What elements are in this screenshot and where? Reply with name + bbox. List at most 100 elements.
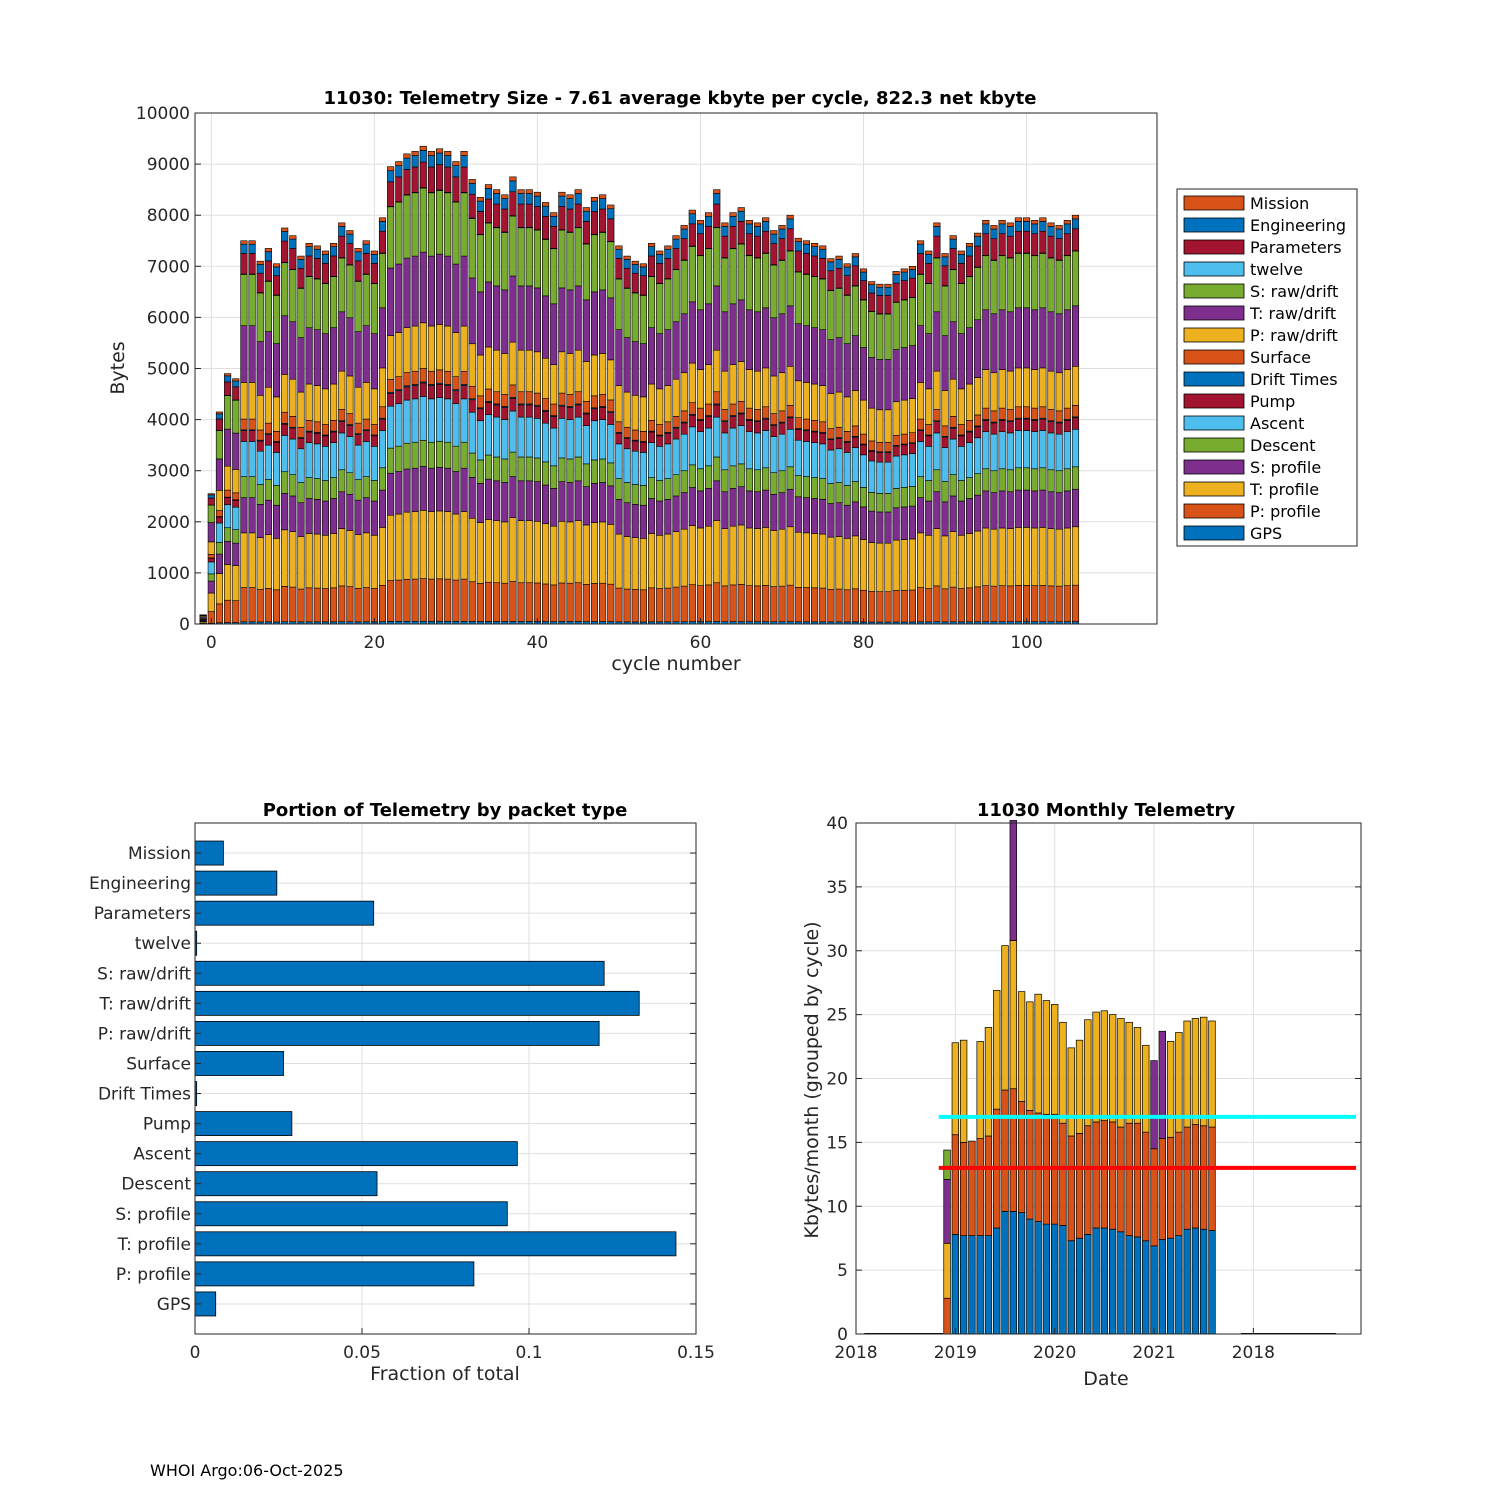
top-bar-segment	[403, 157, 411, 170]
top-bar-segment	[1071, 526, 1080, 586]
top-bar-segment	[460, 385, 468, 400]
top-bar-segment	[297, 588, 305, 623]
top-bar-segment	[664, 587, 672, 623]
top-bar-segment	[1039, 367, 1047, 408]
top-bar-segment	[525, 189, 533, 194]
top-bar-segment	[256, 589, 264, 623]
br-bar-segment	[1191, 1227, 1200, 1335]
top-bar-segment	[1047, 222, 1055, 227]
top-bar-segment	[264, 588, 272, 623]
top-bar-segment	[599, 289, 607, 354]
top-bar-segment	[615, 421, 623, 433]
top-bar-segment	[541, 239, 550, 297]
top-bar-segment	[305, 477, 313, 499]
top-bar-segment	[378, 585, 387, 622]
top-bar-segment	[949, 474, 957, 497]
br-bar-segment	[1158, 1138, 1166, 1240]
top-bar-segment	[827, 503, 835, 538]
top-bar-segment	[525, 520, 533, 584]
top-bar-segment	[941, 501, 949, 537]
top-bar-segment	[802, 441, 811, 477]
top-bar-segment	[297, 448, 305, 483]
top-bar-segment	[313, 443, 321, 479]
top-bar-segment	[1014, 585, 1022, 622]
top-bar-segment	[550, 525, 558, 586]
top-bar-segment	[1014, 221, 1022, 232]
legend-swatch	[1183, 217, 1245, 233]
top-bar-segment	[998, 431, 1006, 470]
legend-swatch	[1183, 503, 1245, 519]
top-bar-segment	[770, 375, 778, 414]
top-bar-segment	[354, 386, 362, 424]
top-bar-segment	[281, 240, 289, 263]
top-bar-segment	[1031, 420, 1039, 433]
top-bar-segment	[264, 331, 272, 388]
top-bar-segment	[264, 444, 272, 480]
top-bar-segment	[468, 218, 476, 279]
top-bar-segment	[729, 427, 737, 467]
top-bar-segment	[272, 504, 281, 539]
top-bar-segment	[1014, 253, 1022, 309]
top-bar-segment	[232, 600, 240, 623]
top-bar-segment	[721, 528, 729, 587]
top-bar-segment	[835, 536, 843, 590]
top-bar-segment	[672, 238, 680, 249]
top-bar-segment	[599, 208, 607, 233]
br-y-tick-label: 40	[826, 814, 848, 834]
top-bar-segment	[533, 392, 541, 406]
top-bar-segment	[762, 406, 770, 419]
top-bar-segment	[541, 357, 550, 399]
top-bar-segment	[224, 599, 232, 623]
top-bar-segment	[240, 441, 248, 477]
top-bar-segment	[957, 480, 965, 502]
top-bar-segment	[859, 487, 868, 508]
top-bar-segment	[900, 487, 908, 508]
top-bar-segment	[713, 391, 721, 405]
top-bar-segment	[313, 478, 321, 500]
top-bar-segment	[264, 260, 272, 282]
top-bar-segment	[436, 578, 444, 622]
top-bar-segment	[770, 436, 778, 474]
top-bar-segment	[232, 386, 240, 401]
top-bar-segment	[859, 271, 868, 281]
top-bar-segment	[770, 317, 778, 377]
top-bar-segment	[680, 260, 688, 315]
top-bar-segment	[900, 454, 908, 488]
top-bar-segment	[672, 586, 680, 623]
top-bar-segment	[411, 370, 419, 385]
top-bar-segment	[851, 535, 859, 590]
top-bar-segment	[729, 465, 737, 489]
top-bar-segment	[868, 407, 876, 442]
top-bar-segment	[851, 335, 859, 391]
top-bar-segment	[517, 349, 525, 393]
top-bar-segment	[713, 456, 721, 482]
top-bar-segment	[827, 536, 835, 590]
top-bar-segment	[811, 246, 819, 257]
top-bar-segment	[941, 285, 949, 336]
top-bar-segment	[468, 385, 476, 400]
top-bar-segment	[631, 394, 639, 431]
top-bar-segment	[851, 436, 859, 448]
top-bar-segment	[493, 456, 501, 482]
top-bar-segment	[656, 480, 664, 502]
top-bar-segment	[558, 287, 566, 353]
top-bar-segment	[933, 257, 941, 313]
top-bar-segment	[721, 311, 729, 372]
top-bar-segment	[982, 223, 990, 234]
top-bar-segment	[509, 581, 517, 622]
top-bar-segment	[737, 486, 745, 526]
top-bar-segment	[721, 421, 729, 434]
br-bar-segment	[1092, 1227, 1100, 1335]
legend-label: S: raw/drift	[1250, 282, 1338, 301]
top-bar-segment	[370, 588, 378, 623]
top-bar-segment	[501, 194, 509, 199]
top-bar-segment	[688, 525, 696, 585]
top-bar-segment	[696, 255, 705, 311]
top-bar-segment	[599, 394, 607, 407]
top-bar-segment	[370, 480, 378, 502]
top-bar-segment	[802, 532, 811, 588]
br-bar-segment	[1125, 1122, 1133, 1236]
top-bar-segment	[313, 421, 321, 433]
top-bar-segment	[843, 589, 851, 623]
top-bar-segment	[965, 246, 974, 257]
